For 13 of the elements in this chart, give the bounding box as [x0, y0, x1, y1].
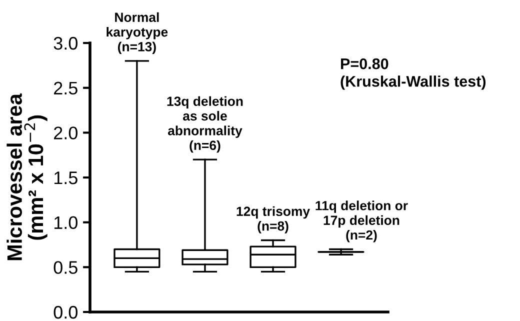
y-tick-label: 2.0	[54, 126, 78, 140]
annotation: 12q trisomy (n=8)	[236, 206, 310, 234]
y-tick-label: 3.0	[54, 36, 78, 50]
y-tick-label: 1.5	[54, 172, 78, 184]
annotation: P=0.80 (Kruskal-Wallis test)	[340, 58, 486, 90]
y-tick-label: 1.0	[54, 216, 78, 230]
y-tick-label: 0.5	[54, 261, 78, 274]
y-axis-title: Microvessel area (mm² x 10$^{−2}$)	[6, 93, 48, 260]
y-tick-label: 0.0	[54, 306, 78, 319]
y-tick-label: 2.5	[54, 82, 78, 95]
annotation: 13q deletion as sole abnormality (n=6)	[167, 96, 243, 153]
annotation: 11q deletion or 17p deletion (n=2)	[316, 200, 408, 242]
annotation: Normal karyotype (n=13)	[106, 12, 168, 54]
